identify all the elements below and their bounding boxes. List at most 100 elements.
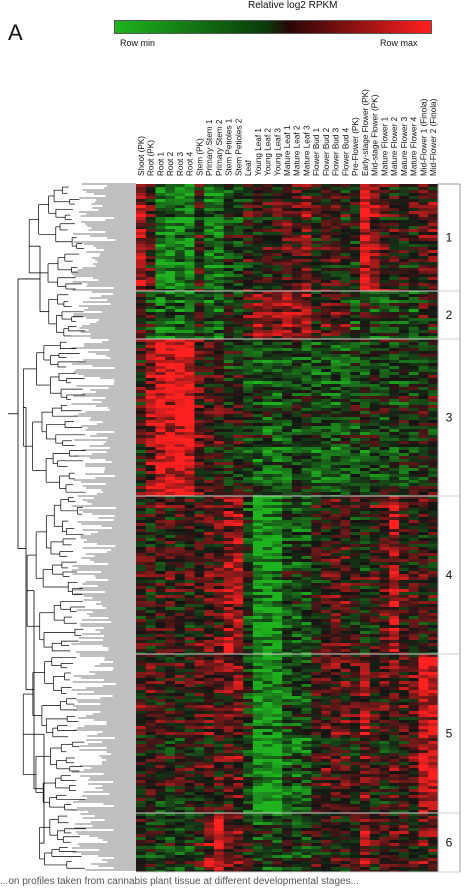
heatmap-cell: [165, 271, 176, 274]
heatmap-cell: [204, 274, 215, 277]
heatmap-cell: [301, 321, 312, 324]
heatmap-cell: [174, 354, 186, 357]
heatmap-cell: [272, 229, 283, 232]
heatmap-cell: [272, 390, 283, 393]
heatmap-cell: [408, 426, 419, 429]
heatmap-cell: [194, 259, 205, 262]
heatmap-cell: [136, 517, 147, 520]
heatmap-cell: [311, 327, 322, 330]
heatmap-cell: [360, 468, 371, 471]
heatmap-cell: [155, 486, 166, 489]
heatmap-cell: [145, 577, 156, 580]
heatmap-cell: [233, 529, 244, 532]
heatmap-cell: [321, 496, 332, 499]
heatmap-cell: [408, 580, 419, 583]
heatmap-cell: [165, 205, 176, 208]
heatmap-cell: [399, 199, 410, 202]
heatmap-cell: [165, 300, 176, 303]
heatmap-cell: [369, 544, 380, 547]
heatmap-cell: [360, 300, 371, 303]
heatmap-cell: [379, 306, 390, 309]
heatmap-cell: [262, 220, 273, 223]
heatmap-cell: [399, 417, 410, 420]
heatmap-cell: [252, 265, 264, 268]
heatmap-cell: [262, 363, 273, 366]
heatmap-cell: [223, 262, 234, 265]
heatmap-cell: [350, 318, 361, 321]
heatmap-cell: [389, 547, 400, 550]
heatmap-cell: [330, 553, 341, 556]
heatmap-cell: [418, 411, 429, 414]
heatmap-cell: [155, 193, 166, 196]
heatmap-cell: [174, 360, 186, 363]
heatmap-cell: [350, 271, 361, 274]
heatmap-cell: [262, 330, 273, 333]
heatmap-cell: [252, 432, 264, 435]
heatmap-cell: [321, 550, 332, 553]
heatmap-cell: [389, 321, 400, 324]
heatmap-cell: [321, 586, 332, 589]
heatmap-cell: [262, 441, 273, 444]
heatmap-cell: [330, 384, 341, 387]
heatmap-cell: [272, 396, 283, 399]
heatmap-cell: [233, 568, 244, 571]
heatmap-cell: [204, 309, 215, 312]
heatmap-cell: [330, 474, 341, 477]
heatmap-cell: [223, 202, 234, 205]
heatmap-cell: [369, 271, 380, 274]
heatmap-cell: [340, 220, 351, 223]
heatmap-cell: [252, 471, 264, 474]
heatmap-cell: [379, 256, 390, 259]
heatmap-cell: [428, 336, 439, 339]
heatmap-cell: [213, 250, 225, 253]
heatmap-cell: [360, 568, 371, 571]
heatmap-cell: [272, 414, 283, 417]
heatmap-cell: [204, 187, 215, 190]
heatmap-cell: [262, 226, 273, 229]
heatmap-cell: [311, 462, 322, 465]
heatmap-cell: [233, 336, 244, 339]
heatmap-cell: [136, 393, 147, 396]
heatmap-cell: [399, 187, 410, 190]
heatmap-cell: [213, 541, 225, 544]
heatmap-cell: [204, 333, 215, 336]
heatmap-cell: [311, 402, 322, 405]
heatmap-cell: [262, 583, 273, 586]
heatmap-cell: [428, 274, 439, 277]
heatmap-cell: [165, 229, 176, 232]
heatmap-cell: [282, 402, 293, 405]
heatmap-cell: [262, 456, 273, 459]
heatmap-cell: [418, 420, 429, 423]
heatmap-cell: [379, 283, 390, 286]
heatmap-cell: [301, 538, 312, 541]
heatmap-cell: [428, 474, 439, 477]
heatmap-cell: [379, 568, 390, 571]
heatmap-cell: [174, 426, 186, 429]
heatmap-cell: [360, 520, 371, 523]
heatmap-cell: [408, 520, 419, 523]
heatmap-cell: [243, 405, 254, 408]
heatmap-cell: [204, 369, 215, 372]
heatmap-cell: [369, 453, 380, 456]
heatmap-cell: [262, 459, 273, 462]
heatmap-cell: [291, 420, 303, 423]
heatmap-cell: [252, 538, 264, 541]
heatmap-cell: [301, 208, 312, 211]
heatmap-cell: [194, 262, 205, 265]
heatmap-cell: [155, 300, 166, 303]
heatmap-cell: [428, 190, 439, 193]
heatmap-cell: [369, 574, 380, 577]
heatmap-cell: [418, 417, 429, 420]
heatmap-cell: [369, 187, 380, 190]
heatmap-cell: [291, 262, 303, 265]
heatmap-cell: [428, 393, 439, 396]
heatmap-cell: [252, 277, 264, 280]
heatmap-cell: [408, 508, 419, 511]
heatmap-cell: [408, 241, 419, 244]
heatmap-cell: [369, 538, 380, 541]
heatmap-cell: [174, 399, 186, 402]
heatmap-cell: [301, 283, 312, 286]
heatmap-cell: [369, 420, 380, 423]
heatmap-cell: [155, 417, 166, 420]
heatmap-cell: [282, 190, 293, 193]
